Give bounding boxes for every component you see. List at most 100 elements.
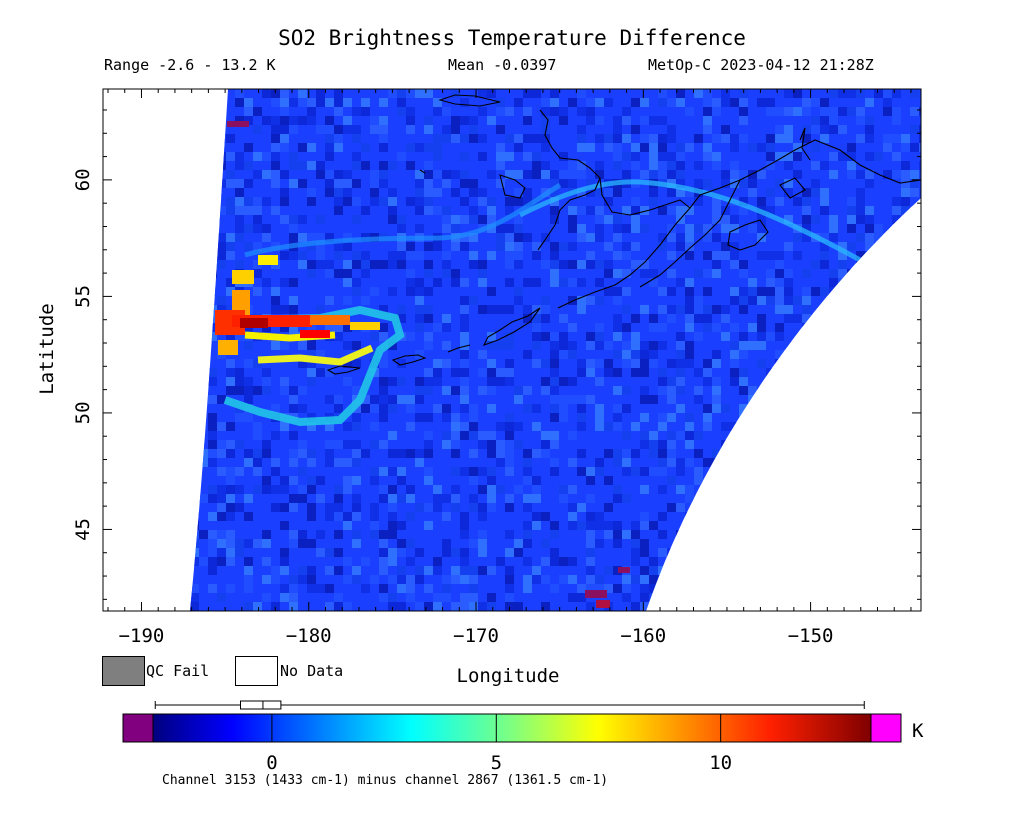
swath-pixel <box>550 467 559 476</box>
swath-pixel <box>541 557 550 566</box>
swath-pixel <box>838 89 847 98</box>
swath-pixel <box>415 89 424 98</box>
swath-pixel <box>631 341 640 350</box>
swath-pixel <box>325 251 334 260</box>
swath-pixel <box>244 386 253 395</box>
swath-pixel <box>235 377 244 386</box>
swath-pixel <box>289 161 298 170</box>
swath-pixel <box>901 440 910 449</box>
swath-pixel <box>541 107 550 116</box>
swath-pixel <box>703 170 712 179</box>
swath-pixel <box>595 98 604 107</box>
swath-pixel <box>226 242 235 251</box>
y-axis-label: Latitude <box>36 303 58 395</box>
swath-pixel <box>505 521 514 530</box>
swath-pixel <box>253 485 262 494</box>
swath-pixel <box>550 251 559 260</box>
swath-pixel <box>559 395 568 404</box>
swath-pixel <box>370 467 379 476</box>
swath-pixel <box>910 125 919 134</box>
swath-pixel <box>469 566 478 575</box>
swath-pixel <box>703 530 712 539</box>
swath-pixel <box>217 449 226 458</box>
swath-pixel <box>757 359 766 368</box>
swath-pixel <box>199 260 208 269</box>
swath-pixel <box>919 296 921 305</box>
swath-pixel <box>244 179 253 188</box>
swath-pixel <box>613 197 622 206</box>
swath-pixel <box>487 116 496 125</box>
swath-pixel <box>622 341 631 350</box>
swath-pixel <box>262 341 271 350</box>
swath-pixel <box>271 467 280 476</box>
swath-pixel <box>811 161 820 170</box>
swath-pixel <box>577 449 586 458</box>
swath-pixel <box>280 89 289 98</box>
swath-pixel <box>226 557 235 566</box>
swath-pixel <box>505 422 514 431</box>
swath-pixel <box>784 125 793 134</box>
y-tick-label: 55 <box>72 285 94 308</box>
swath-pixel <box>208 170 217 179</box>
swath-pixel <box>865 215 874 224</box>
swath-pixel <box>847 386 856 395</box>
swath-pixel <box>217 539 226 548</box>
swath-pixel <box>775 359 784 368</box>
swath-pixel <box>226 197 235 206</box>
swath-pixel <box>496 161 505 170</box>
swath-pixel <box>910 422 919 431</box>
swath-pixel <box>388 593 397 602</box>
swath-pixel <box>865 143 874 152</box>
swath-pixel <box>766 152 775 161</box>
swath-pixel <box>685 332 694 341</box>
swath-pixel <box>883 467 892 476</box>
swath-pixel <box>514 440 523 449</box>
swath-pixel <box>622 530 631 539</box>
swath-pixel <box>847 440 856 449</box>
swath-pixel <box>478 116 487 125</box>
swath-pixel <box>856 332 865 341</box>
swath-pixel <box>271 404 280 413</box>
swath-pixel <box>586 602 595 611</box>
swath-pixel <box>667 287 676 296</box>
swath-pixel <box>289 539 298 548</box>
swath-pixel <box>874 377 883 386</box>
swath-pixel <box>514 386 523 395</box>
swath-pixel <box>199 125 208 134</box>
swath-pixel <box>226 377 235 386</box>
swath-pixel <box>667 134 676 143</box>
swath-pixel <box>334 494 343 503</box>
swath-pixel <box>658 440 667 449</box>
swath-pixel <box>244 116 253 125</box>
swath-pixel <box>289 602 298 611</box>
swath-pixel <box>370 521 379 530</box>
swath-pixel <box>244 566 253 575</box>
swath-pixel <box>343 296 352 305</box>
swath-pixel <box>406 332 415 341</box>
swath-pixel <box>910 413 919 422</box>
swath-pixel <box>505 206 514 215</box>
swath-pixel <box>856 323 865 332</box>
swath-pixel <box>487 431 496 440</box>
swath-pixel <box>658 449 667 458</box>
swath-pixel <box>775 98 784 107</box>
swath-pixel <box>514 170 523 179</box>
swath-pixel <box>208 116 217 125</box>
swath-pixel <box>307 494 316 503</box>
swath-pixel <box>226 485 235 494</box>
swath-pixel <box>370 188 379 197</box>
swath-pixel <box>892 530 901 539</box>
swath-pixel <box>757 494 766 503</box>
swath-pixel <box>289 251 298 260</box>
swath-pixel <box>379 494 388 503</box>
swath-pixel <box>667 98 676 107</box>
swath-pixel <box>424 242 433 251</box>
swath-pixel <box>613 98 622 107</box>
swath-pixel <box>865 260 874 269</box>
swath-pixel <box>190 143 199 152</box>
swath-pixel <box>604 323 613 332</box>
swath-pixel <box>874 431 883 440</box>
swath-pixel <box>244 197 253 206</box>
swath-pixel <box>289 593 298 602</box>
swath-pixel <box>775 377 784 386</box>
